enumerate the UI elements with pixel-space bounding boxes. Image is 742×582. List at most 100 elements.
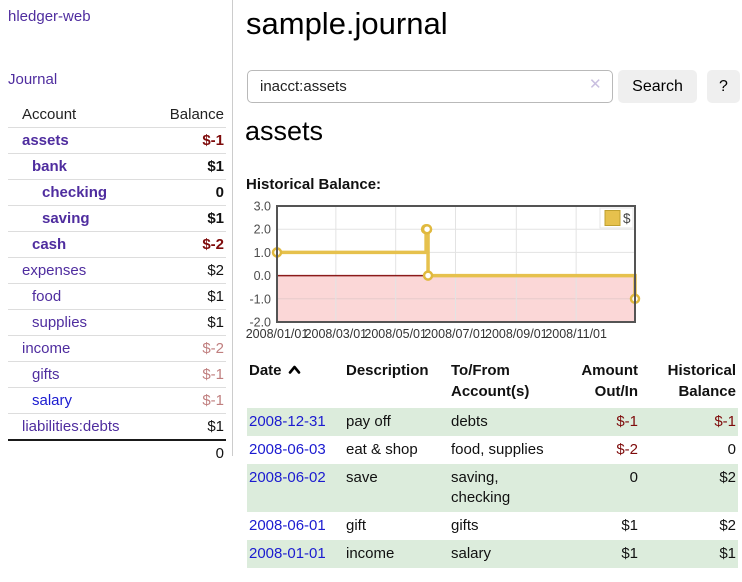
plot-border <box>276 205 636 323</box>
sidebar-account-link[interactable]: cash <box>32 236 67 253</box>
y-axis-tick-label: 2.0 <box>254 223 271 237</box>
transaction-description: gift <box>346 517 367 534</box>
balance-column-header: Historical Balance <box>667 362 736 400</box>
transactions-table: Date Description To/From Account(s) Amou… <box>247 358 738 568</box>
transaction-accounts: food, supplies <box>451 441 544 458</box>
search-button[interactable]: Search <box>618 70 697 103</box>
sidebar-account-link[interactable]: expenses <box>22 262 87 279</box>
clear-search-icon[interactable]: ✕ <box>589 76 602 93</box>
search-input[interactable] <box>247 70 613 103</box>
transaction-description: save <box>344 464 449 512</box>
help-button[interactable]: ? <box>707 70 740 103</box>
account-row: income $-2 <box>8 335 226 362</box>
accounts-table: Account Balance assets $-1 bank $1 checking 0… <box>8 102 226 466</box>
account-row: supplies $1 <box>8 309 226 336</box>
x-axis-tick-label: 2008/11/01 <box>545 327 607 341</box>
account-row: expenses $2 <box>8 257 226 284</box>
y-axis-tick-label: -2.0 <box>249 316 271 330</box>
sidebar-account-link[interactable]: bank <box>32 158 68 175</box>
sidebar-account-link[interactable]: gifts <box>32 366 60 383</box>
chevron-up-icon <box>288 365 300 374</box>
x-axis-tick-label: 2008/07/01 <box>424 327 487 341</box>
sidebar-account-link[interactable]: food <box>32 288 62 305</box>
sidebar-account-link[interactable]: supplies <box>32 314 88 331</box>
transaction-row: 2008-01-01 income salary $1 $1 <box>247 540 738 568</box>
account-balance: $1 <box>152 153 226 180</box>
balance-chart-canvas[interactable]: $3.0 2.0 1.0 0.0 -1.0 -2.02008/01/012008/03/0… <box>245 199 645 351</box>
account-balance: $1 <box>152 205 226 232</box>
transaction-accounts: gifts <box>451 517 479 534</box>
x-axis-tick-label: 2008/03/01 <box>305 327 368 341</box>
account-row: bank $1 <box>8 153 226 180</box>
account-balance: $-1 <box>152 127 226 154</box>
transaction-description: eat & shop <box>346 441 418 458</box>
account-balance: $-1 <box>152 387 226 414</box>
transaction-row: 2008-12-31 pay off debts $-1 $-1 <box>247 408 738 436</box>
account-row: cash $-2 <box>8 231 226 258</box>
transaction-date-link[interactable]: 2008-12-31 <box>249 413 326 430</box>
transaction-date-link[interactable]: 2008-06-03 <box>249 441 326 458</box>
account-column-header: Account <box>22 106 77 123</box>
account-heading: assets <box>245 116 324 146</box>
transaction-date-link[interactable]: 2008-06-01 <box>249 517 326 534</box>
transaction-balance: $2 <box>640 464 738 512</box>
transaction-accounts: debts <box>449 408 559 436</box>
y-axis-tick-label: 0.0 <box>254 269 271 283</box>
account-balance: $-2 <box>152 231 226 258</box>
y-axis-tick-label: -1.0 <box>249 292 271 306</box>
transaction-description: income <box>344 540 449 568</box>
sidebar-account-link[interactable]: checking <box>42 184 108 201</box>
balance-chart[interactable]: $3.0 2.0 1.0 0.0 -1.0 -2.0 2008/01/01 2008/03/0… <box>245 199 645 351</box>
date-column-header[interactable]: Date <box>247 358 344 408</box>
transaction-description: pay off <box>344 408 449 436</box>
transaction-row: 2008-06-01 gift gifts $1 $2 <box>247 512 738 540</box>
amount-column-header: Amount Out/In <box>581 362 638 400</box>
transaction-balance: $1 <box>640 540 738 568</box>
account-row: saving $1 <box>8 205 226 232</box>
sidebar-divider <box>232 0 233 456</box>
transaction-balance: $-1 <box>640 408 738 436</box>
account-row: liabilities:debts $1 <box>8 413 226 440</box>
account-balance: 0 <box>152 179 226 206</box>
transaction-date-link[interactable]: 2008-01-01 <box>249 545 326 562</box>
account-row: gifts $-1 <box>8 361 226 388</box>
y-axis-tick-label: 3.0 <box>254 200 271 214</box>
sidebar-account-link[interactable]: salary <box>32 392 73 409</box>
x-axis-tick-label: 2008/05/01 <box>364 327 427 341</box>
page-title: sample.journal <box>246 6 448 41</box>
account-balance: $-1 <box>152 361 226 388</box>
sidebar-account-link[interactable]: liabilities:debts <box>22 418 120 435</box>
account-row: food $1 <box>8 283 226 310</box>
tofrom-column-header: To/From Account(s) <box>451 362 530 400</box>
transaction-amount: $-1 <box>559 408 640 436</box>
accounts-total-balance: 0 <box>152 439 226 466</box>
balance-column-header: Balance <box>169 106 224 123</box>
date-column-label: Date <box>249 362 282 379</box>
account-row: checking 0 <box>8 179 226 206</box>
description-column-header: Description <box>346 362 429 379</box>
app-brand-link[interactable]: hledger-web <box>8 8 91 25</box>
accounts-total-row: 0 <box>8 439 226 466</box>
sidebar-account-link[interactable]: assets <box>22 132 69 149</box>
account-balance: $1 <box>152 283 226 310</box>
transaction-amount: $1 <box>559 540 640 568</box>
account-row: assets $-1 <box>8 127 226 154</box>
transaction-row: 2008-06-02 save saving, checking 0 $2 <box>247 464 738 512</box>
y-axis-tick-label: 1.0 <box>254 246 271 260</box>
transaction-balance: 0 <box>727 441 736 458</box>
chart-title: Historical Balance: <box>246 176 382 193</box>
transaction-date-link[interactable]: 2008-06-02 <box>249 469 326 486</box>
sidebar-account-link[interactable]: saving <box>42 210 90 227</box>
accounts-table-header: Account Balance <box>8 102 226 128</box>
account-balance: $1 <box>152 309 226 336</box>
x-axis-tick-label: 2008/09/01 <box>485 327 548 341</box>
transaction-balance: $2 <box>719 517 736 534</box>
x-axis-tick-label: 2008/01/01 <box>246 327 309 341</box>
sidebar-item-journal[interactable]: Journal <box>8 71 58 88</box>
data-point-marker[interactable] <box>422 270 434 281</box>
data-point-marker[interactable] <box>421 223 433 235</box>
sidebar-account-link[interactable]: income <box>22 340 71 357</box>
transaction-amount: 0 <box>559 464 640 512</box>
transaction-amount: $1 <box>621 517 638 534</box>
account-balance: $2 <box>152 257 226 284</box>
